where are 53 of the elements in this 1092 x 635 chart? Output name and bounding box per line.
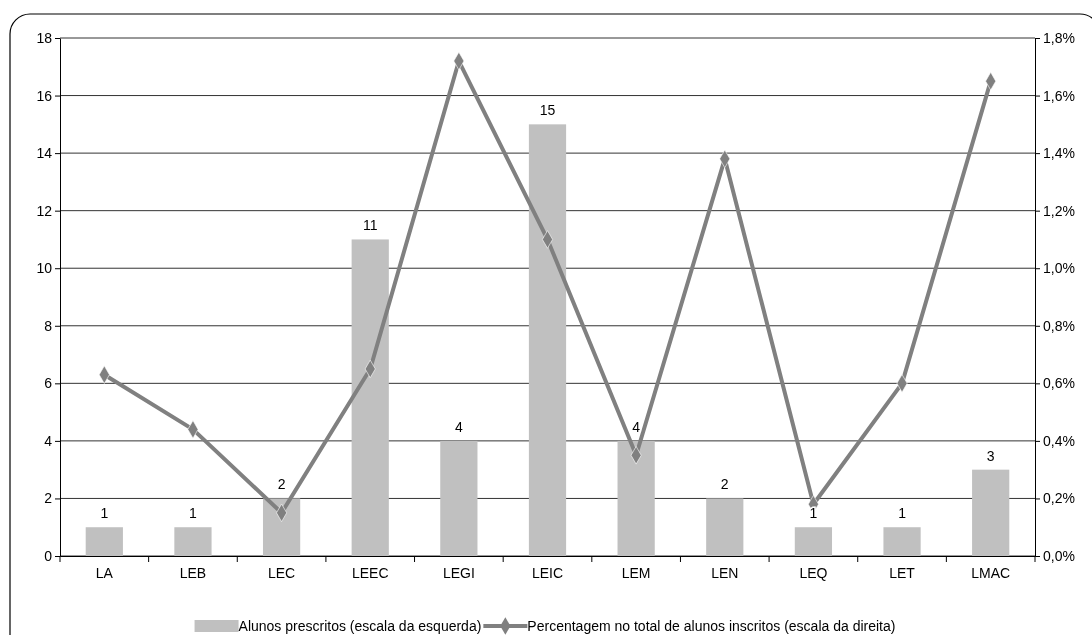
y-tick-label: 0 — [44, 547, 53, 564]
y-tick-label: 14 — [36, 145, 53, 162]
data-label: 1 — [100, 505, 109, 522]
bar — [706, 498, 744, 556]
bar — [528, 124, 567, 556]
y-tick-label: 16 — [36, 87, 53, 104]
y2-tick-label: 1,6% — [1043, 87, 1075, 104]
data-label: 1 — [898, 505, 907, 522]
data-label: 15 — [539, 102, 556, 119]
data-label: 4 — [632, 418, 641, 435]
x-tick-label: LEIC — [531, 564, 564, 581]
y2-tick-label: 0,4% — [1043, 432, 1075, 449]
y-tick-label: 6 — [44, 375, 53, 392]
bar — [85, 527, 123, 556]
data-label: 11 — [362, 217, 378, 234]
bar — [351, 239, 389, 556]
y2-tick-label: 0,0% — [1043, 547, 1075, 564]
x-tick-label: LA — [95, 564, 114, 581]
data-label: 2 — [277, 476, 286, 493]
y-tick-label: 4 — [44, 432, 53, 449]
legend-label: Alunos prescritos (escala da esquerda) — [238, 618, 482, 634]
bar — [972, 469, 1010, 556]
y2-tick-label: 0,8% — [1043, 317, 1075, 334]
x-tick-label: LEQ — [799, 564, 828, 581]
bar — [617, 440, 655, 556]
y2-tick-label: 1,4% — [1043, 145, 1075, 162]
x-tick-label: LEM — [621, 564, 651, 581]
y2-tick-label: 1,2% — [1043, 202, 1075, 219]
x-tick-label: LEEC — [351, 564, 389, 581]
y2-tick-label: 0,2% — [1043, 490, 1075, 507]
y2-tick-label: 1,8% — [1043, 29, 1075, 46]
x-tick-label: LET — [889, 564, 916, 581]
legend-label: Percentagem no total de alunos inscritos (escala da direita) — [527, 618, 896, 634]
x-tick-label: LEB — [179, 564, 207, 581]
data-label: 4 — [454, 418, 463, 435]
x-tick-label: LEN — [711, 564, 739, 581]
bar — [794, 527, 833, 556]
y-tick-label: 8 — [44, 317, 53, 334]
y2-tick-label: 1,0% — [1043, 260, 1075, 277]
y-tick-label: 12 — [36, 202, 53, 219]
data-label: 1 — [189, 505, 198, 522]
bar — [440, 440, 478, 556]
y-tick-label: 10 — [36, 260, 53, 277]
x-tick-label: LMAC — [971, 564, 1011, 581]
x-tick-label: LEGI — [442, 564, 475, 581]
x-tick-label: LEC — [267, 564, 296, 581]
bar — [174, 527, 212, 556]
y-tick-label: 18 — [36, 29, 53, 46]
data-label: 2 — [720, 476, 729, 493]
y-tick-label: 2 — [44, 490, 53, 507]
bar — [883, 527, 921, 556]
y2-tick-label: 0,6% — [1043, 375, 1075, 392]
data-label: 3 — [986, 447, 995, 464]
